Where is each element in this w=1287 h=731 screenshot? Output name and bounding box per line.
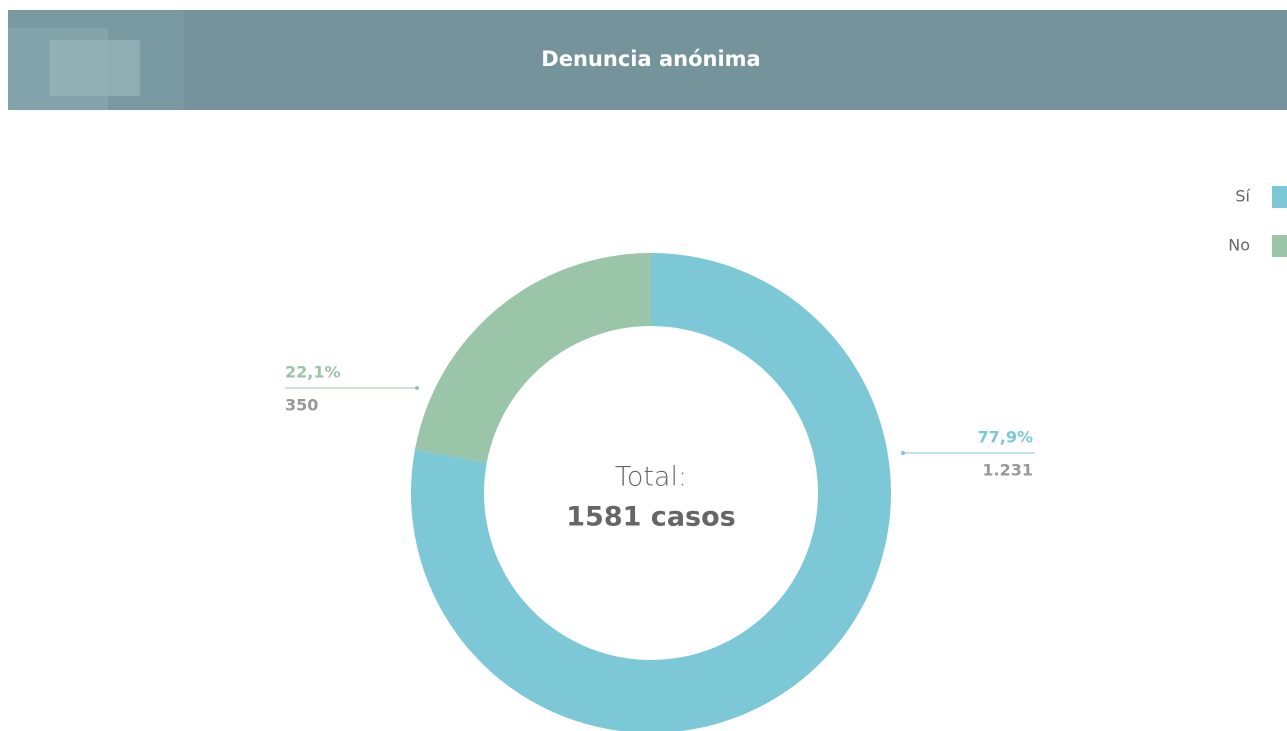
label-dot	[415, 386, 419, 390]
legend-label: Sí	[1235, 187, 1250, 206]
legend-label: No	[1228, 236, 1250, 255]
header-decoration	[50, 40, 140, 96]
legend-swatch	[1272, 186, 1287, 208]
percent-label: 77,9%	[977, 428, 1033, 447]
chart-title: Denuncia anónima	[541, 47, 760, 71]
count-label: 1.231	[982, 461, 1033, 480]
donut-slice	[411, 253, 891, 731]
label-dot	[901, 451, 905, 455]
center-value: 1581 casos	[566, 502, 735, 533]
header-bar	[8, 10, 1287, 110]
donut-slice	[414, 253, 651, 463]
center-label: Total:	[615, 462, 687, 493]
count-label: 350	[285, 396, 318, 415]
legend-swatch	[1272, 235, 1287, 257]
percent-label: 22,1%	[285, 363, 341, 382]
